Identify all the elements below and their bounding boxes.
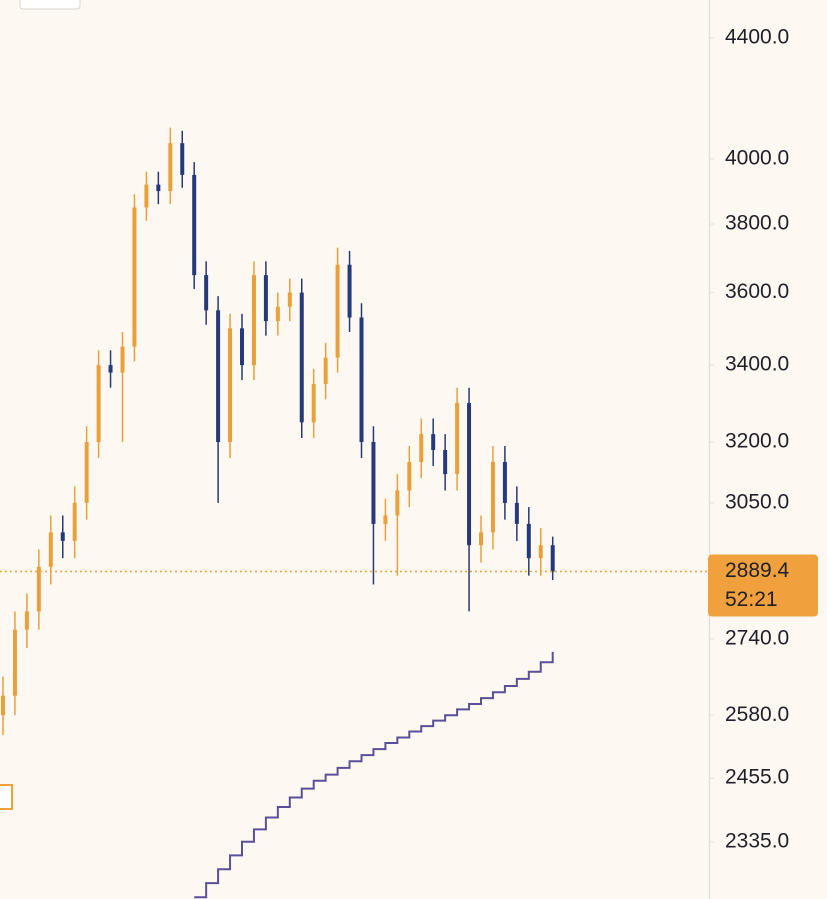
candle-body bbox=[108, 365, 113, 373]
candle-body bbox=[407, 461, 412, 491]
candle-body bbox=[359, 317, 364, 443]
candle-body bbox=[12, 629, 17, 696]
y-tick-label: 3600.0 bbox=[725, 280, 789, 303]
candle-body bbox=[467, 402, 472, 546]
candle-body bbox=[371, 442, 376, 524]
y-tick-label: 2740.0 bbox=[725, 626, 789, 649]
candle-body bbox=[311, 383, 316, 423]
candle-body bbox=[204, 275, 209, 311]
candle-body bbox=[132, 207, 137, 347]
candle-body bbox=[526, 523, 531, 559]
candle-body bbox=[216, 310, 221, 443]
candle-body bbox=[84, 442, 89, 503]
candle-body bbox=[395, 490, 400, 516]
candle-body bbox=[455, 402, 460, 475]
candle-body bbox=[419, 434, 424, 462]
countdown-label: 52:21 bbox=[725, 588, 778, 611]
candle-body bbox=[228, 328, 233, 443]
y-tick-label: 3200.0 bbox=[725, 430, 789, 453]
candle-body bbox=[96, 365, 101, 443]
candle-body bbox=[48, 532, 53, 567]
candle-body bbox=[1, 695, 5, 716]
y-tick-label: 2335.0 bbox=[725, 829, 789, 852]
y-tick-label: 3800.0 bbox=[725, 212, 789, 235]
candle-body bbox=[490, 461, 495, 533]
candle-body bbox=[263, 275, 268, 322]
price-label: 2889.4 bbox=[725, 559, 790, 582]
candle-body bbox=[502, 461, 507, 503]
candle-body bbox=[36, 566, 41, 612]
y-tick-label: 4400.0 bbox=[725, 26, 789, 49]
candle-body bbox=[240, 328, 244, 366]
candle-body bbox=[275, 306, 280, 322]
y-tick-label: 3050.0 bbox=[725, 490, 789, 513]
candle-body bbox=[192, 174, 197, 276]
moving-average bbox=[194, 651, 554, 899]
y-tick-label: 3400.0 bbox=[725, 353, 789, 376]
y-tick-label: 4000.0 bbox=[725, 147, 789, 170]
candle-body bbox=[144, 184, 149, 208]
candle-body bbox=[479, 532, 483, 546]
candle-body bbox=[347, 264, 352, 318]
candle-body bbox=[287, 292, 292, 307]
candle-body bbox=[538, 545, 543, 559]
candle-body bbox=[431, 434, 436, 450]
candle-body bbox=[383, 515, 388, 524]
price-label-box bbox=[708, 554, 818, 617]
candle-body bbox=[323, 357, 328, 384]
candle-body bbox=[335, 264, 340, 358]
candle-body bbox=[120, 346, 125, 373]
candle-body bbox=[299, 292, 304, 423]
candle-body bbox=[443, 449, 448, 475]
candle-body bbox=[60, 532, 65, 541]
marker-box bbox=[0, 784, 13, 810]
candle-body bbox=[24, 611, 29, 630]
candle-body bbox=[251, 275, 256, 366]
toolbar-button[interactable] bbox=[19, 0, 81, 10]
candle-body bbox=[156, 184, 161, 192]
candle-body bbox=[550, 545, 555, 572]
candle-body bbox=[168, 143, 173, 192]
y-tick-label: 2455.0 bbox=[725, 766, 789, 789]
y-tick-label: 2580.0 bbox=[725, 703, 789, 726]
candle-body bbox=[180, 143, 185, 175]
candle-body bbox=[514, 502, 519, 524]
candle-body bbox=[72, 502, 77, 541]
